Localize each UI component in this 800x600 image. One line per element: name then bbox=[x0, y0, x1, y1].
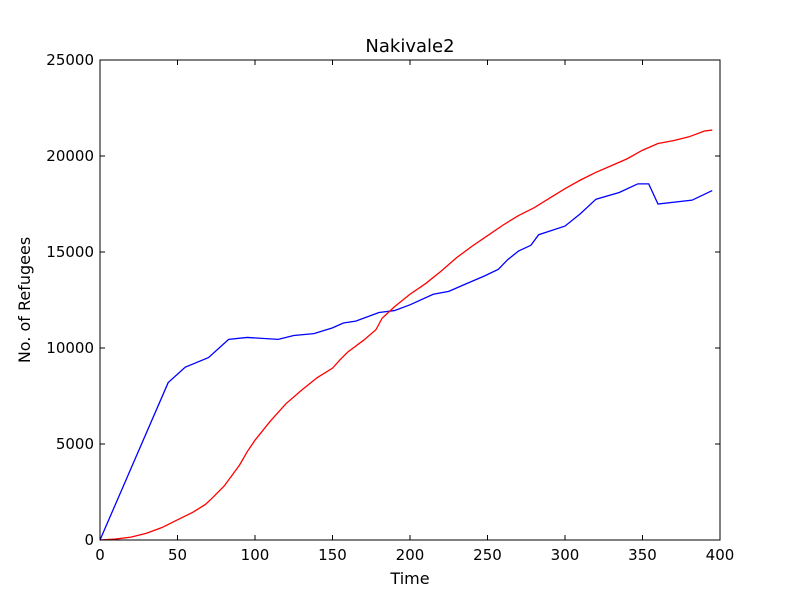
y-tick-label: 0 bbox=[84, 531, 94, 549]
axis-ticks: 0 50 100 150 200 250 300 350 400 0 5000 10000 15000 2… bbox=[46, 51, 734, 564]
y-tick-label: 25000 bbox=[46, 51, 94, 69]
x-tick-label: 200 bbox=[396, 546, 425, 564]
series-line-2 bbox=[99, 129, 713, 541]
y-tick-label: 10000 bbox=[46, 339, 94, 357]
x-tick-label: 0 bbox=[95, 546, 105, 564]
x-tick-label: 150 bbox=[318, 546, 347, 564]
plot-area bbox=[99, 129, 713, 541]
plot-frame bbox=[99, 59, 721, 541]
series-line-1 bbox=[99, 183, 713, 541]
x-tick-label: 100 bbox=[241, 546, 270, 564]
x-tick-label: 350 bbox=[628, 546, 657, 564]
y-tick-label: 20000 bbox=[46, 147, 94, 165]
y-tick-label: 5000 bbox=[56, 435, 94, 453]
chart-title: Nakivale2 bbox=[365, 36, 454, 57]
y-axis-label: No. of Refugees bbox=[15, 237, 34, 363]
x-tick-label: 250 bbox=[473, 546, 502, 564]
x-tick-label: 400 bbox=[706, 546, 735, 564]
x-axis-label: Time bbox=[389, 569, 429, 588]
x-tick-label: 50 bbox=[168, 546, 187, 564]
y-tick-label: 15000 bbox=[46, 243, 94, 261]
x-tick-label: 300 bbox=[551, 546, 580, 564]
